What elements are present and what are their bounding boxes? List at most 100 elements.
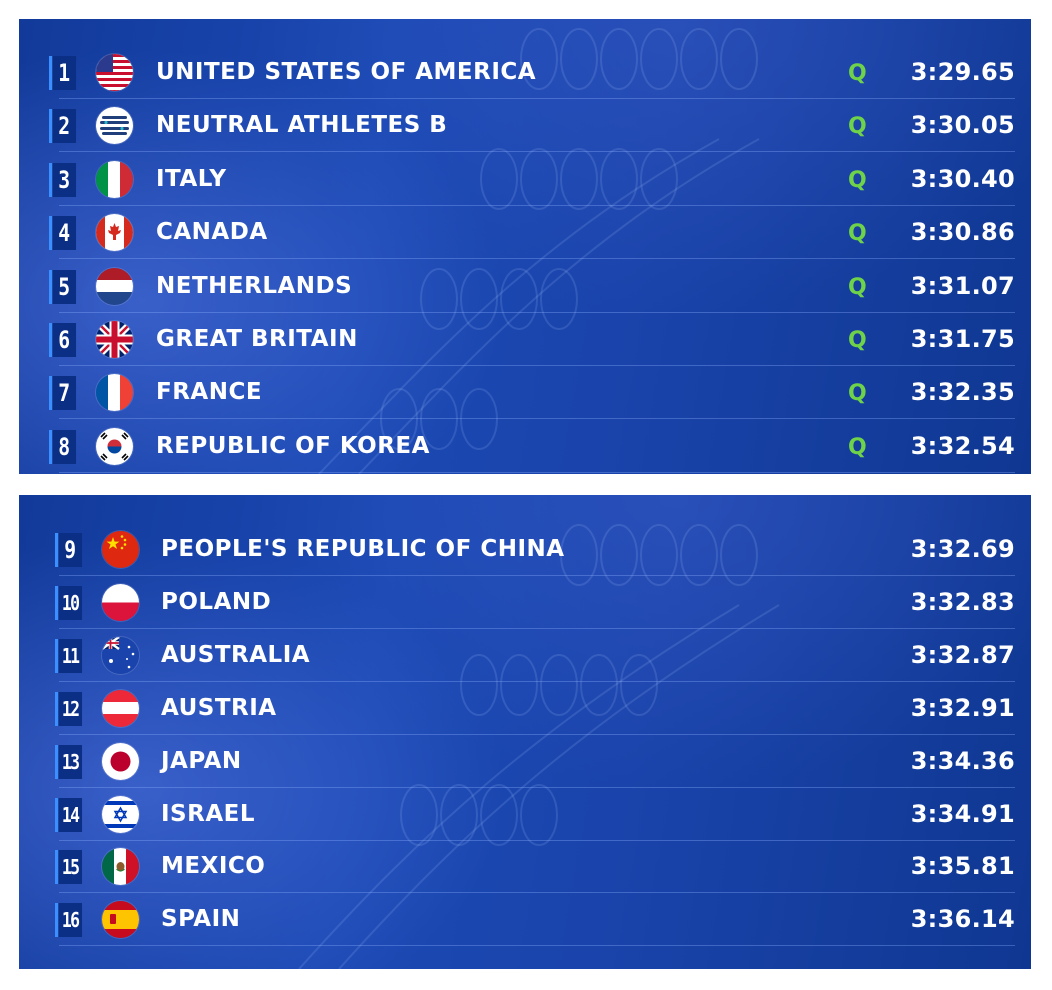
result-time: 3:34.36: [910, 746, 1015, 775]
result-time: 3:32.87: [910, 640, 1015, 669]
rank-number: 11: [54, 638, 83, 673]
country-name: SPAIN: [161, 906, 241, 933]
table-row: 8 REPUBLIC OF KOREA Q 3:32.54: [19, 420, 1031, 473]
rank-number: 1: [48, 56, 77, 90]
rank-number: 15: [54, 850, 83, 885]
result-time: 3:32.54: [910, 431, 1015, 460]
country-name: CANADA: [156, 219, 268, 246]
neutral-athletes-flag-icon: [96, 107, 133, 144]
qualified-marker: Q: [848, 274, 867, 300]
qualified-marker: Q: [848, 114, 867, 140]
rank-number: 9: [54, 533, 83, 567]
result-time: 3:32.83: [910, 587, 1015, 616]
australia-flag-icon: [102, 637, 139, 674]
rank-number: 2: [48, 109, 77, 144]
table-row: 5 NETHERLANDS Q 3:31.07: [19, 260, 1031, 313]
qualified-marker: Q: [848, 221, 867, 247]
table-row: 4 CANADA Q 3:30.86: [19, 206, 1031, 260]
table-row: 1 UNITED STATES OF AMERICA Q 3:29.65: [19, 46, 1031, 99]
row-divider: [59, 471, 1015, 473]
qualified-marker: Q: [848, 61, 867, 86]
table-row: 10 POLAND 3:32.83: [19, 576, 1031, 629]
result-time: 3:30.05: [910, 111, 1015, 140]
mexico-flag-icon: [102, 848, 139, 885]
table-row: 2 NEUTRAL ATHLETES B Q 3:30.05: [19, 99, 1031, 153]
canada-flag-icon: [96, 214, 133, 251]
great-britain-flag-icon: [96, 321, 133, 358]
rank-number: 13: [54, 744, 83, 779]
country-name: FRANCE: [156, 379, 263, 406]
korea-flag-icon: [96, 428, 133, 465]
row-divider: [59, 733, 1015, 735]
row-divider: [59, 418, 1015, 420]
spain-flag-icon: [102, 901, 139, 938]
row-divider: [59, 945, 1015, 947]
row-divider: [59, 786, 1015, 788]
rank-number: 10: [54, 585, 83, 620]
table-row: 15 MEXICO 3:35.81: [19, 840, 1031, 894]
rank-number: 3: [48, 162, 77, 197]
result-time: 3:32.91: [910, 693, 1015, 722]
row-divider: [59, 892, 1015, 894]
result-time: 3:29.65: [910, 58, 1015, 86]
rank-number: 5: [48, 269, 77, 304]
country-name: NEUTRAL ATHLETES B: [156, 112, 448, 139]
row-divider: [59, 151, 1015, 153]
netherlands-flag-icon: [96, 268, 133, 305]
china-flag-icon: [102, 531, 139, 568]
row-divider: [59, 98, 1015, 99]
rank-number: 6: [48, 323, 77, 357]
france-flag-icon: [96, 374, 133, 411]
usa-flag-icon: [96, 54, 133, 91]
qualified-marker: Q: [848, 167, 867, 193]
country-name: JAPAN: [161, 747, 242, 774]
result-time: 3:34.91: [910, 799, 1015, 828]
israel-flag-icon: [102, 796, 139, 833]
austria-flag-icon: [102, 690, 139, 727]
country-name: MEXICO: [161, 853, 266, 880]
table-row: 12 AUSTRIA 3:32.91: [19, 682, 1031, 735]
country-name: ITALY: [156, 165, 227, 192]
result-time: 3:30.86: [910, 218, 1015, 247]
rank-number: 12: [54, 691, 83, 726]
row-divider: [59, 627, 1015, 629]
rank-number: 4: [48, 216, 77, 251]
table-row: 13 JAPAN 3:34.36: [19, 735, 1031, 788]
table-row: 16 SPAIN 3:36.14: [19, 893, 1031, 947]
country-name: PEOPLE'S REPUBLIC OF CHINA: [161, 536, 565, 562]
table-row: 3 ITALY Q 3:30.40: [19, 153, 1031, 206]
japan-flag-icon: [102, 743, 139, 780]
country-name: ISRAEL: [161, 800, 256, 827]
result-time: 3:32.69: [910, 535, 1015, 563]
table-row: 11 AUSTRALIA 3:32.87: [19, 629, 1031, 682]
poland-flag-icon: [102, 584, 139, 621]
results-panel-top: 1 UNITED STATES OF AMERICA Q 3:29.65 2 NEUTRA…: [19, 19, 1031, 474]
rank-number: 8: [48, 429, 77, 464]
country-name: AUSTRALIA: [161, 641, 311, 668]
row-divider: [59, 680, 1015, 682]
table-row: 9 PEOPLE'S REPUBLIC OF CHINA 3:32.69: [19, 523, 1031, 576]
table-row: 6 GREAT BRITAIN Q 3:31.75: [19, 313, 1031, 366]
row-divider: [59, 575, 1015, 576]
country-name: GREAT BRITAIN: [156, 326, 358, 352]
qualified-marker: Q: [848, 434, 867, 460]
result-time: 3:31.07: [910, 271, 1015, 300]
country-name: UNITED STATES OF AMERICA: [156, 59, 537, 85]
country-name: POLAND: [161, 588, 272, 615]
rank-number: 14: [54, 797, 83, 832]
result-time: 3:31.75: [910, 325, 1015, 353]
table-row: 14 ISRAEL 3:34.91: [19, 788, 1031, 841]
result-time: 3:32.35: [910, 378, 1015, 407]
table-row: 7 FRANCE Q 3:32.35: [19, 366, 1031, 420]
italy-flag-icon: [96, 161, 133, 198]
qualified-marker: Q: [848, 381, 867, 407]
country-name: NETHERLANDS: [156, 272, 353, 299]
rank-number: 16: [54, 903, 83, 938]
result-time: 3:30.40: [910, 164, 1015, 193]
row-divider: [59, 839, 1015, 841]
row-divider: [59, 258, 1015, 260]
result-time: 3:36.14: [910, 905, 1015, 934]
row-divider: [59, 311, 1015, 313]
country-name: REPUBLIC OF KOREA: [156, 432, 430, 459]
rank-number: 7: [48, 376, 77, 411]
